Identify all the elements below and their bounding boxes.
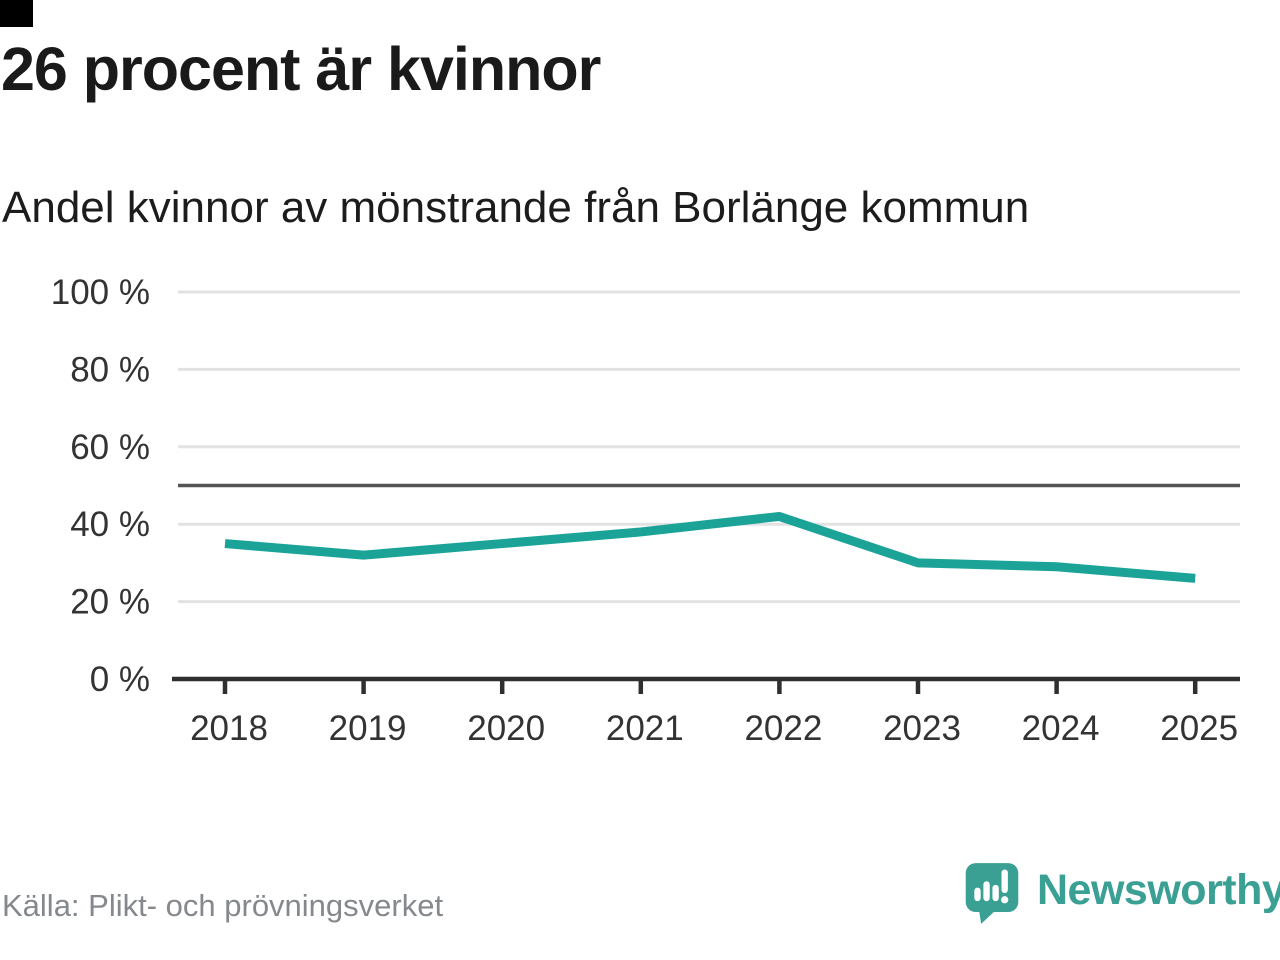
newsworthy-logo-icon xyxy=(965,863,1019,924)
x-axis-tick-label: 2018 xyxy=(190,709,268,748)
y-axis-tick-label: 100 % xyxy=(51,273,150,312)
x-axis-tick-label: 2021 xyxy=(606,709,684,748)
logo-bar-small xyxy=(974,887,981,902)
y-axis-tick-label: 80 % xyxy=(70,350,150,389)
y-axis-tick-label: 0 % xyxy=(90,660,150,699)
x-axis-tick-label: 2020 xyxy=(467,709,545,748)
x-axis-tick-label: 2022 xyxy=(744,709,822,748)
x-axis-tick-label: 2019 xyxy=(329,709,407,748)
chart-subtitle: Andel kvinnor av mönstrande från Borläng… xyxy=(2,183,1030,232)
logo-bar-medium xyxy=(992,884,999,902)
x-axis-tick-label: 2025 xyxy=(1160,709,1238,748)
y-axis-tick-label: 60 % xyxy=(70,428,150,467)
chart-title: 26 procent är kvinnor xyxy=(1,35,601,103)
y-axis-tick-label: 40 % xyxy=(70,505,150,544)
source-note: Källa: Plikt- och prövningsverket xyxy=(2,888,444,923)
y-axis-tick-label: 20 % xyxy=(70,583,150,622)
logo-exclamation-dot xyxy=(1001,896,1009,904)
logo-exclamation-bar xyxy=(1001,869,1008,893)
newsworthy-logo: Newsworthy xyxy=(963,860,1280,932)
data-line xyxy=(224,511,1196,583)
x-axis-tick-label: 2023 xyxy=(883,709,961,748)
brand-name: Newsworthy xyxy=(1037,866,1280,914)
x-axis-tick-label: 2024 xyxy=(1022,709,1100,748)
logo-bar-tall xyxy=(983,881,990,902)
corner-artifact xyxy=(0,0,33,27)
